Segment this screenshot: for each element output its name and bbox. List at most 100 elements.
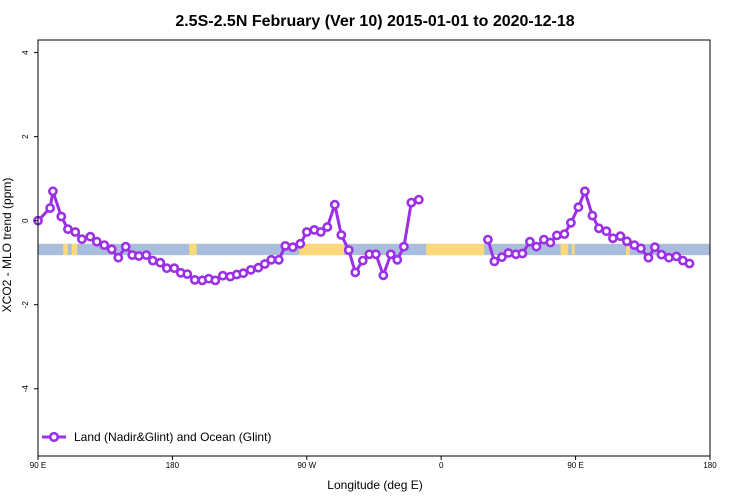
y-tick-label: -2 (21, 301, 30, 309)
data-point (91, 236, 102, 247)
data-point (392, 254, 403, 265)
data-point (238, 268, 249, 279)
data-point (517, 248, 528, 259)
legend-marker (48, 431, 60, 443)
data-point (608, 233, 618, 244)
data-point (322, 222, 333, 232)
data-point (266, 254, 277, 265)
data-point (155, 257, 166, 268)
data-point (684, 258, 695, 269)
data-point (141, 250, 152, 260)
data-point (329, 199, 340, 210)
data-point (370, 249, 381, 260)
data-point (573, 202, 584, 213)
data-point (622, 236, 632, 247)
data-point (482, 234, 493, 245)
data-point (169, 263, 180, 274)
y-axis: -4 -2 0 2 4 (21, 50, 38, 392)
data-point (406, 197, 417, 208)
data-point (413, 194, 424, 205)
data-point (503, 248, 514, 258)
data-point (210, 275, 221, 286)
legend-entry-label: Land (Nadir&Glint) and Ocean (Glint) (74, 430, 271, 444)
data-point (147, 255, 158, 266)
data-point (106, 244, 117, 255)
data-point (189, 274, 200, 285)
series-points (33, 186, 695, 286)
x-axis: 90 E 180 90 W 0 90 E 180 (30, 456, 717, 470)
series-line (36, 189, 691, 282)
data-point (664, 252, 674, 263)
legend: Land (Nadir&Glint) and Ocean (Glint) (42, 430, 271, 444)
data-point (45, 203, 55, 213)
data-point (489, 256, 500, 267)
data-point (343, 245, 354, 255)
band-highlight (189, 243, 197, 256)
data-point (643, 252, 654, 263)
data-point (48, 186, 58, 197)
data-point (398, 241, 409, 252)
band-highlight (626, 243, 630, 256)
data-point (315, 227, 326, 237)
data-point (594, 223, 604, 234)
data-point (245, 264, 256, 275)
data-point (85, 231, 96, 242)
data-point (566, 217, 576, 228)
data-point (77, 234, 87, 245)
data-point (496, 252, 507, 263)
data-point (287, 242, 298, 253)
data-point (357, 255, 368, 266)
plot-frame (37, 39, 711, 457)
data-point (120, 241, 131, 252)
x-tick-label: 90 E (30, 461, 46, 470)
band-highlight (571, 243, 575, 256)
data-point (301, 227, 312, 237)
data-point (531, 241, 542, 252)
data-point (580, 186, 590, 197)
y-axis-label: XCO2 - MLO trend (ppm) (0, 178, 14, 313)
band-highlight (426, 243, 485, 256)
band-highlight (71, 243, 78, 256)
x-tick-label: 0 (439, 461, 444, 470)
data-point (70, 227, 81, 237)
data-point (182, 269, 193, 279)
band-highlight (560, 243, 569, 256)
x-tick-label: 180 (166, 461, 180, 470)
data-point (650, 242, 660, 253)
data-point (161, 263, 172, 274)
data-point (671, 251, 682, 262)
band-highlight (299, 243, 345, 256)
data-point (552, 230, 562, 241)
band-base (38, 243, 710, 256)
y-tick-label: -4 (21, 385, 30, 393)
data-point (217, 270, 228, 281)
data-point (336, 230, 347, 240)
x-tick-label: 90 W (297, 461, 316, 470)
band-highlight (63, 243, 68, 256)
data-point (587, 210, 598, 221)
data-point (385, 249, 396, 260)
data-point (525, 236, 535, 247)
y-tick-label: 2 (21, 134, 30, 139)
data-point (56, 211, 67, 222)
data-point (545, 237, 556, 248)
x-tick-label: 180 (703, 461, 717, 470)
data-point (636, 243, 646, 254)
data-point (113, 252, 124, 263)
chart-title: 2.5S-2.5N February (Ver 10) 2015-01-01 t… (175, 13, 574, 30)
track-band (38, 243, 710, 256)
data-point (273, 254, 284, 265)
data-point (601, 226, 612, 237)
y-tick-label: 0 (21, 218, 30, 223)
data-point (133, 251, 144, 261)
x-axis-label: Longitude (deg E) (327, 478, 422, 492)
x-tick-label: 90 E (567, 461, 583, 470)
data-point (295, 238, 306, 249)
data-point (350, 267, 361, 278)
data-point (259, 259, 270, 269)
data-point (280, 240, 291, 251)
data-point (559, 229, 570, 239)
data-point (378, 270, 389, 281)
data-point (656, 249, 667, 260)
